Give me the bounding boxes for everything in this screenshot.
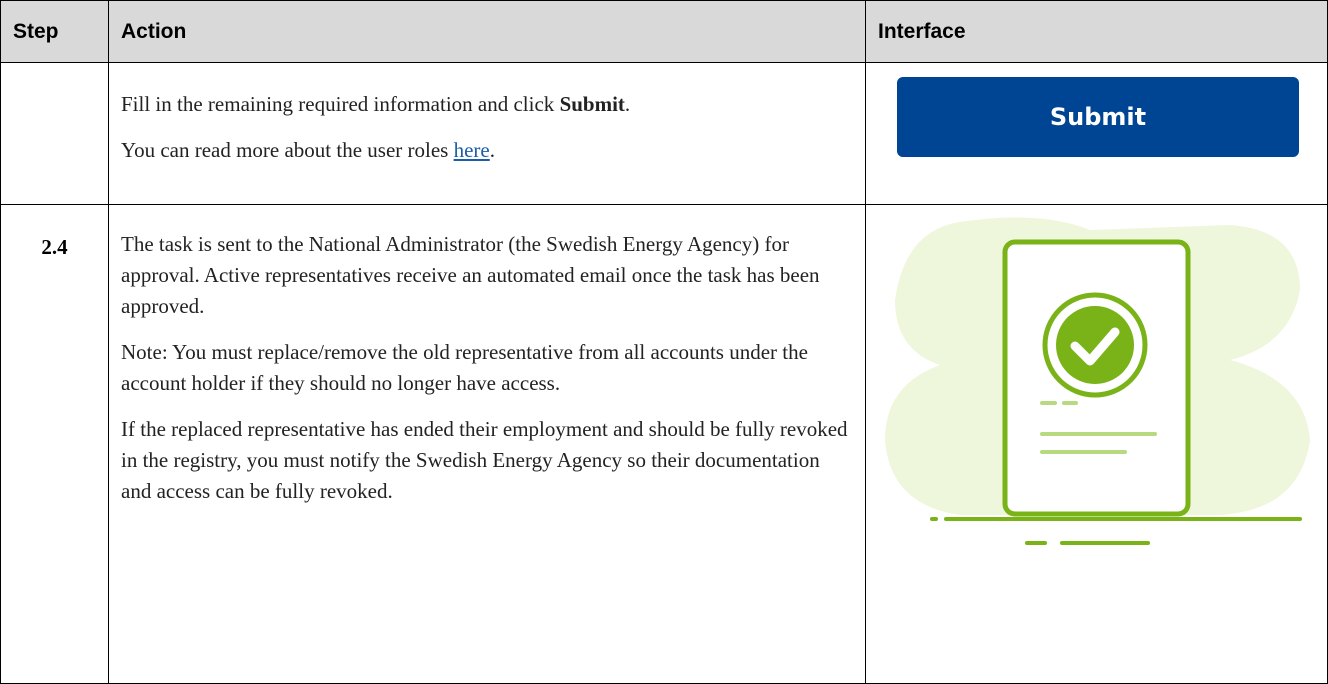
text: Fill in the remaining required informati… (121, 92, 560, 116)
action-cell: The task is sent to the National Adminis… (108, 204, 866, 684)
text-lines (1040, 401, 1157, 454)
step-number: 2.4 (41, 235, 68, 259)
header-cell: Interface (865, 0, 1328, 63)
paragraph: Fill in the remaining required informati… (121, 89, 853, 120)
paragraph: Note: You must replace/remove the old re… (121, 340, 808, 395)
text: . (624, 92, 631, 116)
check-circle (1056, 306, 1134, 384)
check-ring (1042, 292, 1148, 398)
header-cell: Step (0, 0, 109, 63)
bold-text: Submit (559, 92, 625, 116)
text: . (489, 138, 495, 162)
text: You can read more about the user roles (121, 138, 454, 162)
paragraph: If the replaced representative has ended… (121, 417, 848, 503)
header-text: Action (121, 19, 187, 43)
link[interactable]: here (453, 138, 490, 162)
header-text: Interface (878, 19, 966, 43)
ground-lines (930, 517, 1302, 545)
paragraph: You can read more about the user roles h… (121, 135, 853, 166)
header-text: Step (13, 19, 59, 43)
check-mark (1070, 327, 1120, 366)
submit-button[interactable]: Submit (897, 77, 1299, 157)
paragraph: The task is sent to the National Adminis… (121, 232, 820, 318)
